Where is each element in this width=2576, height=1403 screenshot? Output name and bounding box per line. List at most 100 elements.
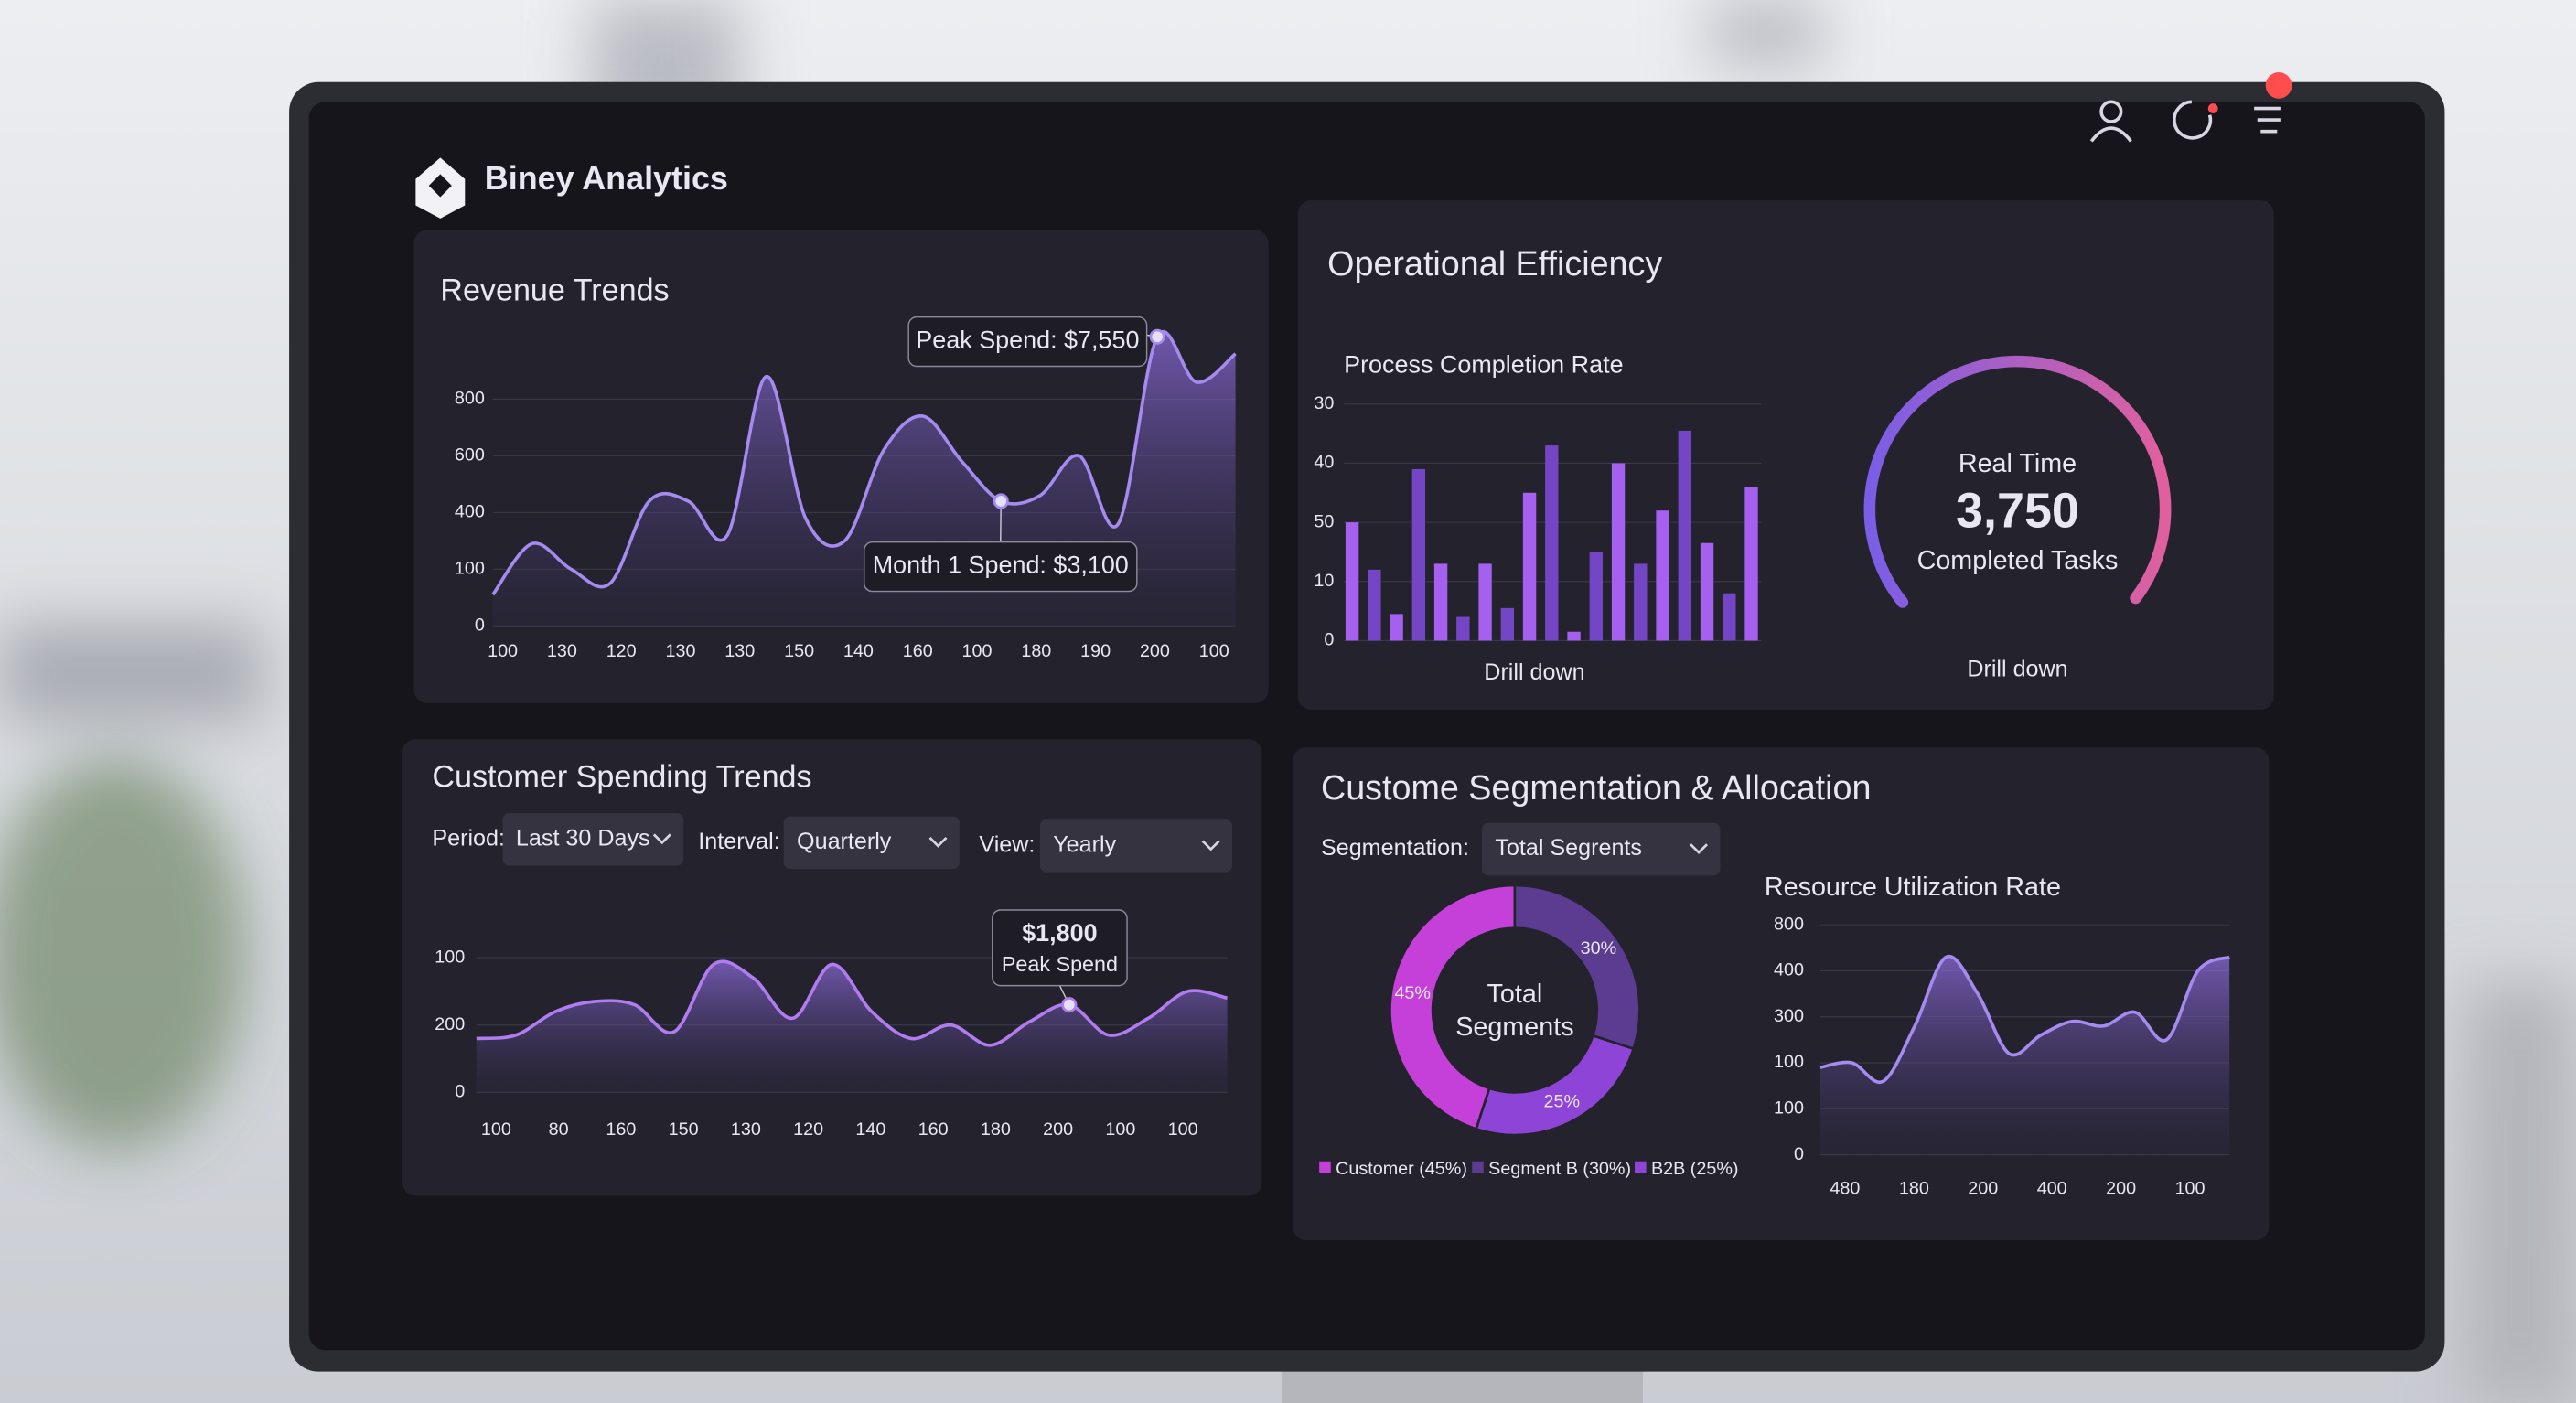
donut-label: 45% (1394, 983, 1431, 1003)
bar (1723, 593, 1736, 641)
legend-label: B2B (25%) (1651, 1159, 1739, 1179)
x-tick-label: 120 (606, 641, 637, 661)
x-tick-label: 400 (2037, 1179, 2067, 1199)
filter-label: Period: (432, 825, 505, 851)
x-tick-label: 160 (606, 1119, 636, 1140)
x-tick-label: 130 (666, 641, 696, 661)
bar (1390, 614, 1403, 641)
x-tick-label: 100 (481, 1119, 511, 1140)
tooltip-text: Peak Spend: $7,550 (916, 327, 1139, 354)
area (1819, 956, 2230, 1155)
logo (415, 157, 466, 219)
bar (1634, 563, 1648, 641)
x-tick-label: 120 (793, 1119, 823, 1140)
bar (1611, 463, 1626, 641)
dropdown[interactable] (502, 813, 684, 866)
y-tick-label: 200 (435, 1014, 465, 1034)
legend-swatch (1635, 1161, 1647, 1173)
x-tick-label: 100 (1199, 641, 1229, 661)
dropdown[interactable] (1481, 822, 1721, 876)
bar (1345, 522, 1359, 641)
line (476, 959, 1229, 1047)
bar (1522, 492, 1537, 641)
line (491, 330, 1237, 596)
donut-segment (1475, 1034, 1636, 1137)
x-tick-label: 100 (2175, 1179, 2206, 1199)
app-title: Biney Analytics (485, 159, 728, 197)
x-tick-label: 480 (1830, 1179, 1860, 1199)
filter-label: Interval: (698, 829, 779, 854)
y-tick-label: 400 (1774, 960, 1804, 980)
y-tick-label: 10 (1314, 571, 1334, 591)
x-tick-label: 200 (1043, 1119, 1073, 1140)
bar (1656, 510, 1669, 641)
x-tick-label: 100 (962, 641, 993, 661)
area (476, 961, 1228, 1093)
tooltip (992, 909, 1128, 987)
x-tick-label: 130 (731, 1119, 761, 1140)
bar (1744, 487, 1758, 641)
legend-label: Segment B (30%) (1488, 1159, 1631, 1179)
menu-icon[interactable] (2254, 72, 2292, 134)
chevron (1201, 840, 1220, 851)
y-tick-label: 100 (1774, 1052, 1804, 1072)
tooltip (863, 541, 1138, 593)
donut-center-label: Segments (1455, 1012, 1573, 1042)
y-tick-label: 0 (475, 615, 485, 635)
bar (1700, 542, 1714, 641)
bar (1411, 468, 1426, 641)
panel-title: Revenue Trends (440, 273, 669, 308)
x-tick-label: 180 (1899, 1179, 1929, 1199)
user-icon[interactable] (2089, 100, 2132, 143)
highlight-point (1149, 328, 1165, 345)
x-tick-label: 140 (855, 1119, 886, 1140)
x-tick-label: 100 (1168, 1119, 1198, 1140)
chevron (928, 837, 948, 848)
tooltip-value: $1,800 (1022, 919, 1097, 947)
x-tick-label: 180 (1021, 641, 1051, 661)
y-tick-label: 100 (1774, 1098, 1804, 1119)
drill-down-link[interactable]: Drill down (1484, 659, 1584, 685)
panel-title: Operational Efficiency (1327, 244, 1662, 283)
x-tick-label: 140 (843, 641, 874, 661)
y-tick-label: 30 (1314, 393, 1334, 413)
refresh-icon[interactable] (2173, 100, 2218, 140)
y-tick-label: 100 (455, 559, 485, 579)
donut-center-label: Total (1487, 980, 1543, 1009)
panel (1297, 200, 2274, 710)
y-tick-label: 50 (1314, 511, 1334, 531)
legend-label: Customer (45%) (1336, 1159, 1467, 1179)
dropdown[interactable] (783, 816, 960, 870)
dropdown-value: Total Segrents (1495, 835, 1642, 861)
drill-down-link[interactable]: Drill down (1967, 656, 2067, 681)
highlight-point (993, 493, 1009, 509)
bar (1678, 430, 1691, 641)
bar (1433, 563, 1448, 641)
gauge-caption: Completed Tasks (1917, 546, 2119, 575)
x-tick-label: 160 (918, 1119, 949, 1140)
x-tick-label: 150 (669, 1119, 699, 1140)
legend-swatch (1319, 1161, 1331, 1173)
tooltip-text: Month 1 Spend: $3,100 (873, 552, 1129, 579)
filter-label: Segmentation: (1321, 835, 1469, 861)
x-tick-label: 100 (488, 641, 518, 661)
bar (1478, 563, 1492, 641)
tooltip (907, 316, 1148, 368)
y-tick-label: 0 (455, 1082, 465, 1102)
legend-swatch (1472, 1161, 1484, 1173)
chevron (652, 833, 671, 845)
gauge-arc (1863, 355, 2172, 608)
y-tick-label: 40 (1314, 453, 1334, 473)
chart-title: Resource Utilization Rate (1765, 873, 2061, 902)
dropdown[interactable] (1039, 819, 1232, 873)
x-tick-label: 160 (903, 641, 933, 661)
highlight-point (1061, 997, 1078, 1013)
bar (1368, 569, 1381, 641)
tooltip-label: Peak Spend (1002, 952, 1118, 976)
x-tick-label: 100 (1105, 1119, 1135, 1140)
bar (1456, 616, 1470, 641)
y-tick-label: 600 (455, 445, 485, 466)
gauge-value: 3,750 (1956, 483, 2079, 538)
